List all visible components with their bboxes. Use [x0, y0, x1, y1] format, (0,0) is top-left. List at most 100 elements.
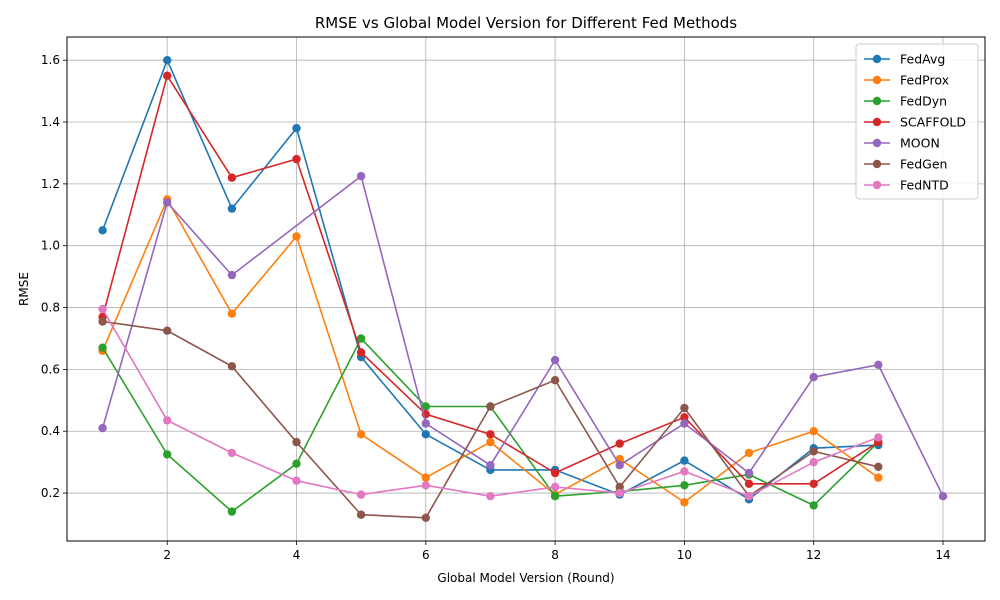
y-tick-label: 1.4 [41, 115, 60, 129]
data-point [421, 430, 430, 439]
data-point [550, 376, 560, 385]
x-tick-label: 14 [935, 548, 950, 562]
legend-marker [872, 54, 882, 64]
data-point [809, 447, 818, 456]
legend-item-fedntd: FedNTD [864, 178, 949, 193]
data-point [227, 309, 237, 318]
data-point [356, 510, 366, 519]
y-tick-label: 1.2 [41, 177, 60, 191]
data-point [356, 430, 366, 439]
data-point [486, 437, 495, 447]
legend-label: FedProx [900, 73, 949, 88]
data-point [227, 270, 237, 280]
data-point [809, 501, 818, 510]
data-point [809, 458, 818, 467]
data-point [292, 476, 301, 485]
data-point [421, 402, 430, 411]
legend-marker [872, 75, 882, 85]
data-point [227, 507, 237, 516]
data-point [550, 468, 560, 478]
y-tick-label: 0.2 [41, 486, 60, 500]
data-point [680, 481, 689, 490]
series-layer [98, 56, 948, 522]
data-point [486, 492, 495, 501]
legend-item-fedprox: FedProx [864, 73, 949, 88]
data-point [227, 204, 237, 213]
data-point [874, 462, 883, 471]
data-point [292, 232, 301, 241]
data-point [680, 419, 689, 428]
data-point [163, 71, 172, 80]
x-tick-label: 4 [293, 548, 301, 562]
data-point [163, 198, 172, 207]
data-point [356, 334, 366, 343]
data-point [98, 226, 107, 235]
series-fedntd [98, 304, 883, 501]
legend-label: SCAFFOLD [900, 115, 966, 130]
data-point [98, 423, 107, 433]
data-point [227, 362, 237, 371]
y-tick-label: 1.6 [41, 53, 60, 67]
legend-marker [872, 138, 882, 148]
data-point [356, 348, 366, 357]
legend-label: FedNTD [900, 178, 949, 193]
data-point [615, 482, 624, 492]
x-axis-label: Global Model Version (Round) [437, 571, 614, 585]
data-point [680, 413, 689, 422]
data-point [874, 433, 883, 442]
legend-marker [872, 180, 882, 190]
data-point [227, 173, 237, 182]
data-point [292, 124, 301, 133]
data-point [163, 450, 172, 459]
data-point [615, 461, 624, 470]
data-point [550, 355, 560, 365]
data-point [163, 416, 172, 425]
legend-label: FedAvg [900, 52, 945, 67]
x-tick-label: 2 [163, 548, 171, 562]
legend-item-moon: MOON [864, 136, 940, 151]
grid [67, 37, 985, 541]
data-point [421, 473, 430, 482]
y-tick-label: 0.4 [41, 424, 60, 438]
x-tick-label: 8 [551, 548, 559, 562]
data-point [744, 492, 754, 501]
x-tick-label: 6 [422, 548, 430, 562]
data-point [486, 461, 495, 470]
data-point [421, 513, 430, 522]
data-point [356, 490, 366, 499]
series-moon [98, 171, 948, 501]
data-point [680, 467, 689, 476]
legend-marker [872, 96, 882, 106]
legend-item-fedgen: FedGen [864, 157, 947, 172]
data-point [680, 456, 689, 465]
legend-marker [872, 159, 882, 169]
legend: FedAvg FedProx FedDyn SCAFFOLD MOON FedGen Fed… [855, 43, 979, 200]
ticks: 2 4 6 8 10 12 14 0.2 0.4 0.6 0.8 1.0 1.2 1.4 1.6 [41, 53, 951, 562]
data-point [680, 498, 689, 507]
data-point [98, 343, 107, 352]
x-tick-label: 12 [806, 548, 821, 562]
data-point [98, 304, 107, 314]
data-point [227, 448, 237, 458]
data-point [356, 171, 366, 181]
legend-label: FedGen [900, 157, 947, 172]
data-point [421, 481, 430, 490]
chart-title: RMSE vs Global Model Version for Differe… [315, 14, 737, 32]
x-tick-label: 10 [677, 548, 692, 562]
data-point [550, 482, 560, 492]
data-point [486, 402, 495, 411]
data-point [615, 488, 624, 498]
data-point [809, 372, 818, 382]
legend-item-feddyn: FedDyn [864, 94, 947, 109]
data-point [874, 360, 883, 369]
data-point [938, 492, 948, 501]
data-point [421, 419, 430, 428]
y-tick-label: 0.6 [41, 362, 60, 376]
legend-label: FedDyn [900, 94, 947, 109]
data-point [292, 437, 301, 447]
data-point [744, 468, 754, 478]
data-point [809, 427, 818, 436]
